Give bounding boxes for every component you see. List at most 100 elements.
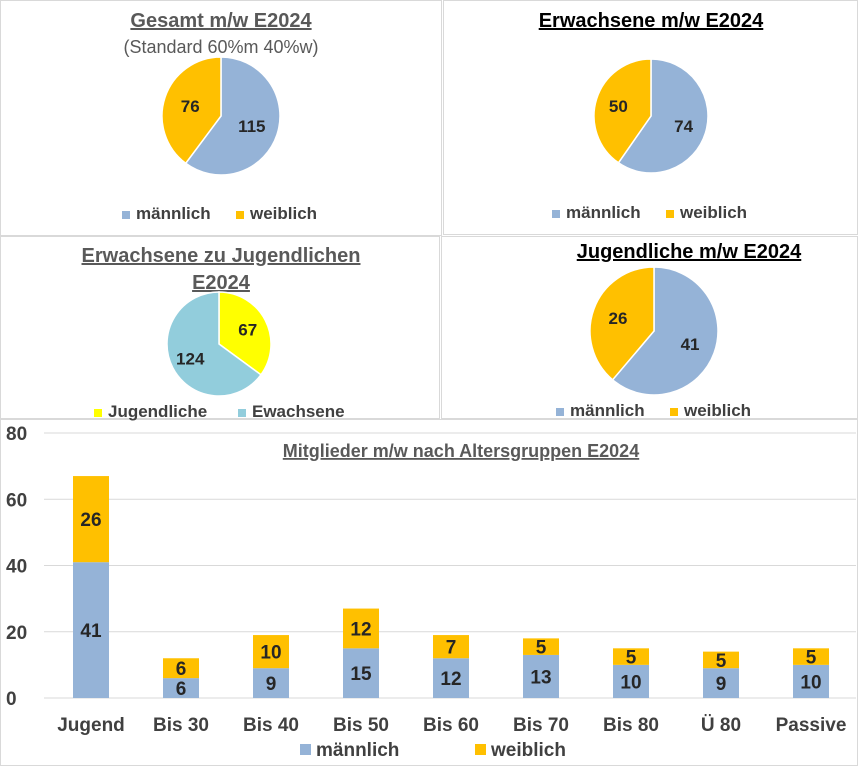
bar-legend-swatch-1 [475, 744, 486, 755]
bar-x-tick-3: Bis 50 [333, 715, 389, 736]
bar-1-3 [343, 608, 379, 649]
pie1-legend-label-1: weiblich [249, 204, 317, 223]
bar-data-label-1-7: 5 [716, 651, 727, 672]
bar-data-label-0-6: 10 [620, 672, 641, 693]
pie3-data-label-0: 67 [238, 320, 257, 339]
pie1-legend: männlich weiblich [122, 204, 317, 223]
bar-1-1 [163, 658, 199, 679]
pie2-legend-swatch-1 [666, 210, 674, 218]
bar-1-5 [523, 638, 559, 655]
pie1-legend-swatch-0 [122, 211, 130, 219]
pie2-data-label-1: 50 [609, 97, 628, 116]
pie4-title: Jugendliche m/w E2024 [577, 241, 802, 263]
bar-0-6 [613, 664, 649, 698]
pie4-legend-swatch-0 [556, 408, 564, 416]
bar-data-label-1-6: 5 [626, 648, 637, 669]
pie1-slice-1 [161, 56, 222, 165]
pie1-slice-0 [184, 56, 281, 176]
bar-0-3 [343, 648, 379, 698]
pie3-chart: 67 124 [166, 291, 272, 397]
bar-x-tick-4: Bis 60 [423, 715, 479, 736]
pie3-legend-label-0: Jugendliche [108, 402, 207, 421]
bar-data-label-0-5: 13 [530, 667, 551, 688]
bar-0-2 [253, 668, 289, 698]
pie4-legend: männlich weiblich [556, 401, 751, 420]
bar-0-7 [703, 668, 739, 698]
bar-legend: männlich weiblich [300, 740, 566, 761]
bar-data-label-1-0: 26 [80, 510, 101, 531]
bar-1-4 [433, 635, 469, 659]
pie1-title: Gesamt m/w E2024 [130, 10, 312, 32]
bar-1-0 [73, 476, 109, 563]
pie3-title-line1: Erwachsene zu Jugendlichen [82, 245, 361, 267]
bar-data-label-0-3: 15 [350, 664, 372, 685]
pie4-chart: 41 26 [589, 266, 719, 396]
bar-0-8 [793, 664, 829, 698]
pie2-chart: 74 50 [593, 58, 709, 174]
bar-x-tick-6: Bis 80 [603, 715, 659, 736]
bar-y-tick-2: 40 [6, 557, 27, 578]
panel-gesamt-border [0, 0, 442, 236]
pie1-data-label-0: 115 [238, 117, 265, 136]
bar-legend-label-1: weiblich [490, 740, 566, 761]
bar-data-label-0-0: 41 [80, 621, 102, 642]
bar-x-tick-7: Ü 80 [701, 715, 741, 736]
pie4-slice-0 [611, 266, 719, 396]
panel-jugendliche-border [441, 236, 858, 419]
bar-data-label-0-1: 6 [176, 679, 187, 700]
pie4-data-label-0: 41 [681, 335, 700, 354]
pie4-data-label-1: 26 [608, 309, 627, 328]
pie2-title: Erwachsene m/w E2024 [539, 10, 764, 32]
pie2-legend-swatch-0 [552, 210, 560, 218]
pie1-chart: 115 76 [161, 56, 281, 176]
panel-erw-jug-border [0, 236, 440, 419]
pie2-legend: männlich weiblich [552, 203, 747, 222]
bar-0-4 [433, 658, 469, 698]
bar-data-label-1-8: 5 [806, 648, 817, 669]
bar-0-0 [73, 562, 109, 698]
pie1-legend-label-0: männlich [136, 204, 211, 223]
pie4-legend-label-0: männlich [570, 401, 645, 420]
pie4-slice-1 [589, 266, 655, 381]
pie4-legend-label-1: weiblich [683, 401, 751, 420]
bar-1-2 [253, 635, 289, 669]
bar-x-tick-1: Bis 30 [153, 715, 209, 736]
bar-y-tick-labels: 0 20 40 60 80 [6, 424, 27, 710]
bar-data-label-1-4: 7 [446, 638, 457, 659]
bar-x-tick-labels: Jugend Bis 30 Bis 40 Bis 50 Bis 60 Bis 70 Bis … [57, 715, 846, 736]
pie4-legend-swatch-1 [670, 408, 678, 416]
bar-data-label-1-3: 12 [350, 619, 371, 640]
pie3-slice-1 [166, 291, 262, 397]
pie1-subtitle: (Standard 60%m 40%w) [123, 37, 318, 57]
bar-1-7 [703, 651, 739, 669]
bar-1-8 [793, 648, 829, 665]
bar-x-tick-8: Passive [776, 715, 847, 736]
pie2-slice-0 [617, 58, 709, 174]
bar-data-label-0-4: 12 [440, 669, 461, 690]
bar-0-1 [163, 678, 199, 698]
bar-legend-swatch-0 [300, 744, 311, 755]
pie3-legend: Jugendliche Ewachsene [94, 402, 345, 421]
bar-x-tick-0: Jugend [57, 715, 125, 736]
bar-y-tick-0: 0 [6, 689, 17, 710]
bar-data-label-0-7: 9 [716, 674, 727, 695]
bar-data-label-1-2: 10 [260, 643, 281, 664]
bar-legend-label-0: männlich [316, 740, 399, 761]
pie3-data-label-1: 124 [176, 350, 205, 369]
pie2-legend-label-1: weiblich [679, 203, 747, 222]
pie2-legend-label-0: männlich [566, 203, 641, 222]
bar-x-tick-5: Bis 70 [513, 715, 569, 736]
bar-y-tick-4: 80 [6, 424, 27, 445]
panel-bar-border [0, 419, 858, 766]
pie1-legend-swatch-1 [236, 211, 244, 219]
pie3-legend-label-1: Ewachsene [252, 402, 345, 421]
pie3-legend-swatch-0 [94, 409, 102, 417]
pie3-legend-swatch-1 [238, 409, 246, 417]
bar-data-label-1-1: 6 [176, 659, 187, 680]
bar-1-6 [613, 648, 649, 665]
bar-title: Mitglieder m/w nach Altersgruppen E2024 [283, 441, 639, 461]
bar-0-5 [523, 654, 559, 698]
bar-data-label-0-2: 9 [266, 674, 277, 695]
